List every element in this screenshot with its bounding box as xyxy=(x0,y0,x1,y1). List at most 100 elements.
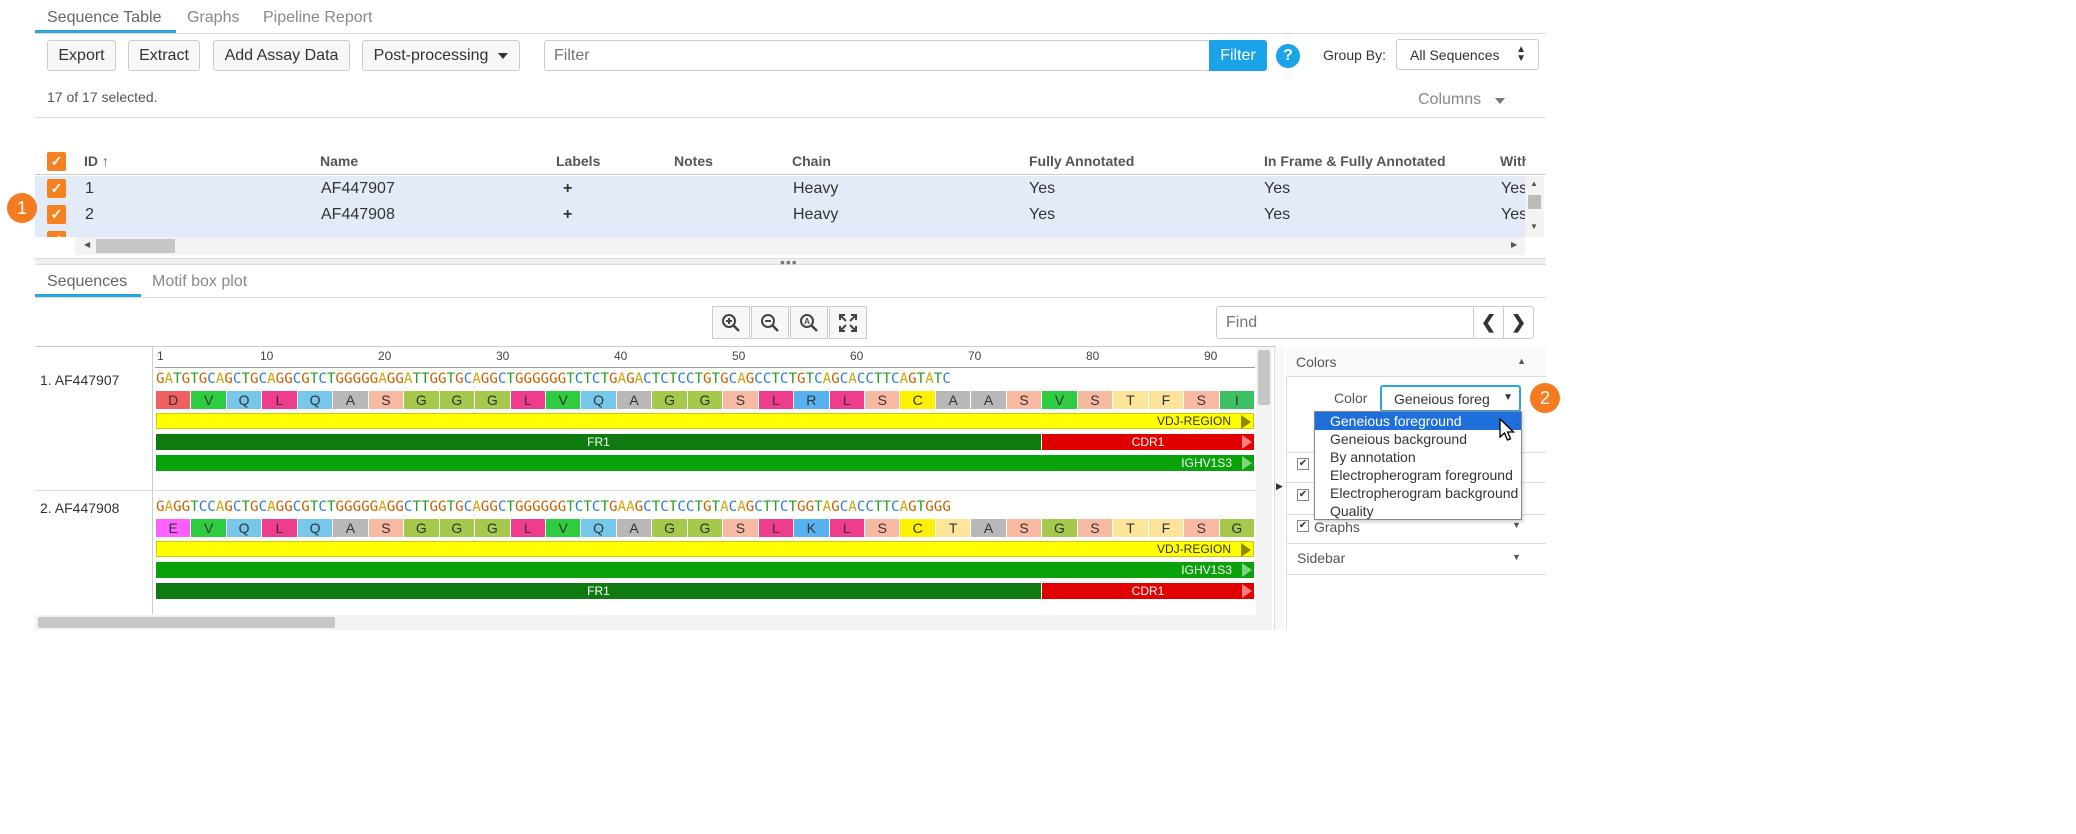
panel-splitter[interactable] xyxy=(35,258,1546,265)
annotation-ighv1s3[interactable]: IGHV1S3 xyxy=(156,562,1254,578)
expand-right-icon[interactable]: ▶ xyxy=(1276,481,1283,491)
column-header-notes[interactable]: Notes xyxy=(674,153,713,169)
drag-handle-icon[interactable]: ••• xyxy=(780,254,798,270)
add-assay-data-button[interactable]: Add Assay Data xyxy=(213,40,350,71)
fit-to-window-icon[interactable] xyxy=(829,306,867,339)
scrollbar-thumb[interactable] xyxy=(38,617,335,628)
scroll-up-icon[interactable]: ▲ xyxy=(1530,179,1538,188)
tab-sequence-table[interactable]: Sequence Table xyxy=(47,9,162,26)
find-previous-icon[interactable]: ❮ xyxy=(1473,306,1504,339)
nucleotide: T xyxy=(566,499,575,515)
row-checkbox[interactable]: ✓ xyxy=(47,179,66,198)
annotation-ighv1s3[interactable]: IGHV1S3 xyxy=(156,455,1254,471)
nucleotide: T xyxy=(241,499,251,515)
extract-button[interactable]: Extract xyxy=(128,40,200,71)
sequence-name[interactable]: 2. AF447908 xyxy=(40,500,120,516)
column-header-name[interactable]: Name xyxy=(320,153,359,169)
scroll-down-icon[interactable]: ▼ xyxy=(1530,222,1538,231)
select-all-checkbox[interactable]: ✓ xyxy=(47,152,66,171)
nucleotide: G xyxy=(352,371,362,387)
table-row[interactable]: ✓ 1 AF447907 + Heavy Yes Yes Yes xyxy=(35,176,1525,202)
tab-sequences[interactable]: Sequences xyxy=(47,273,128,290)
annotation-fr1[interactable]: FR1 xyxy=(156,583,1041,599)
columns-button[interactable]: Columns xyxy=(1418,91,1506,109)
expand-icon[interactable]: ▼ xyxy=(1512,552,1521,562)
scrollbar-thumb[interactable] xyxy=(1528,195,1541,209)
amino-acid: G xyxy=(687,391,723,409)
option-checkbox[interactable]: ✔ xyxy=(1297,458,1309,470)
find-next-icon[interactable]: ❯ xyxy=(1503,306,1534,339)
color-option-electropherogram-background[interactable]: Electropherogram background xyxy=(1330,485,1519,501)
tab-pipeline-report[interactable]: Pipeline Report xyxy=(263,9,373,26)
export-button[interactable]: Export xyxy=(47,40,116,71)
annotation-vdj-region[interactable]: VDJ-REGION xyxy=(156,413,1254,429)
vertical-scrollbar[interactable] xyxy=(1256,347,1272,630)
color-option-geneious-background[interactable]: Geneious background xyxy=(1330,431,1467,447)
color-option-electropherogram-foreground[interactable]: Electropherogram foreground xyxy=(1330,467,1513,483)
annotation-fr1[interactable]: FR1 xyxy=(156,434,1041,450)
nucleotide: C xyxy=(891,499,900,515)
graphs-section-label[interactable]: Graphs xyxy=(1314,519,1360,535)
sidebar-toggle[interactable]: ▶ xyxy=(1274,347,1284,630)
column-header-labels[interactable]: Labels xyxy=(556,153,601,169)
vertical-scrollbar[interactable]: ▲ ▼ xyxy=(1525,176,1544,237)
help-icon[interactable]: ? xyxy=(1276,44,1300,68)
filter-input[interactable] xyxy=(544,40,1210,71)
color-option-quality[interactable]: Quality xyxy=(1330,503,1374,519)
table-row[interactable]: ✓ 2 AF447908 + Heavy Yes Yes Yes xyxy=(35,202,1525,228)
amino-acid: V xyxy=(191,519,226,537)
scrollbar-thumb[interactable] xyxy=(1258,350,1270,405)
collapse-icon[interactable]: ▲ xyxy=(1517,356,1526,366)
option-checkbox[interactable]: ✔ xyxy=(1297,489,1309,501)
nucleotide: A xyxy=(267,371,276,387)
find-input[interactable] xyxy=(1216,306,1474,339)
add-label-icon[interactable]: + xyxy=(563,206,573,223)
scroll-right-icon[interactable]: ▶ xyxy=(1511,240,1518,249)
zoom-in-icon[interactable] xyxy=(712,306,750,339)
color-option-geneious-foreground[interactable]: Geneious foreground xyxy=(1315,412,1521,430)
post-processing-dropdown[interactable]: Post-processing xyxy=(362,40,520,71)
annotation-cdr1[interactable]: CDR1 xyxy=(1042,434,1254,450)
nucleotide: G xyxy=(275,499,285,515)
annotation-vdj-region[interactable]: VDJ-REGION xyxy=(156,541,1254,557)
column-header-chain[interactable]: Chain xyxy=(792,153,831,169)
scroll-left-icon[interactable]: ◀ xyxy=(84,240,91,249)
column-header-id[interactable]: ID ↑ xyxy=(84,153,109,169)
column-header-without[interactable]: Withou xyxy=(1500,153,1526,169)
cell-fully-annotated: Yes xyxy=(1029,206,1056,223)
ruler-label: 1 xyxy=(157,349,164,363)
annotation-cdr1[interactable]: CDR1 xyxy=(1042,583,1254,599)
amino-acid: C xyxy=(900,519,935,537)
row-checkbox[interactable]: ✓ xyxy=(47,231,66,237)
nucleotide: C xyxy=(754,371,763,387)
colors-header-label: Colors xyxy=(1296,353,1337,370)
ruler-label: 60 xyxy=(850,349,864,363)
filter-button[interactable]: Filter xyxy=(1209,40,1267,71)
nucleotide: T xyxy=(506,499,515,515)
zoom-to-100-icon[interactable]: A xyxy=(790,306,828,339)
group-by-select[interactable]: All Sequences ▲ ▼ xyxy=(1396,39,1539,70)
column-header-fully-annotated[interactable]: Fully Annotated xyxy=(1029,153,1135,169)
graphs-checkbox[interactable]: ✔ xyxy=(1297,520,1309,532)
nucleotide: T xyxy=(762,499,772,515)
sequence-name[interactable]: 1. AF447907 xyxy=(40,372,120,388)
tab-graphs[interactable]: Graphs xyxy=(187,9,240,26)
amino-acid: S xyxy=(368,391,404,409)
sidebar-section-label[interactable]: Sidebar xyxy=(1297,550,1346,566)
color-option-by-annotation[interactable]: By annotation xyxy=(1330,449,1416,465)
horizontal-scrollbar[interactable]: ◀ ▶ xyxy=(75,237,1525,255)
amino-acid: S xyxy=(865,519,900,537)
horizontal-scrollbar[interactable] xyxy=(35,615,1256,630)
color-select[interactable]: Geneious foreg ▼ xyxy=(1380,385,1521,412)
scrollbar-thumb[interactable] xyxy=(96,239,175,253)
nucleotide: C xyxy=(292,499,302,515)
row-checkbox[interactable]: ✓ xyxy=(47,205,66,224)
expand-icon[interactable]: ▼ xyxy=(1512,520,1521,530)
add-label-icon[interactable]: + xyxy=(563,180,573,197)
colors-section-header[interactable]: Colors ▲ xyxy=(1286,347,1546,377)
nucleotide: G xyxy=(745,371,755,387)
nucleotide: G xyxy=(514,371,524,387)
column-header-in-frame[interactable]: In Frame & Fully Annotated xyxy=(1264,153,1446,169)
tab-motif-box-plot[interactable]: Motif box plot xyxy=(152,273,248,290)
zoom-out-icon[interactable] xyxy=(751,306,789,339)
